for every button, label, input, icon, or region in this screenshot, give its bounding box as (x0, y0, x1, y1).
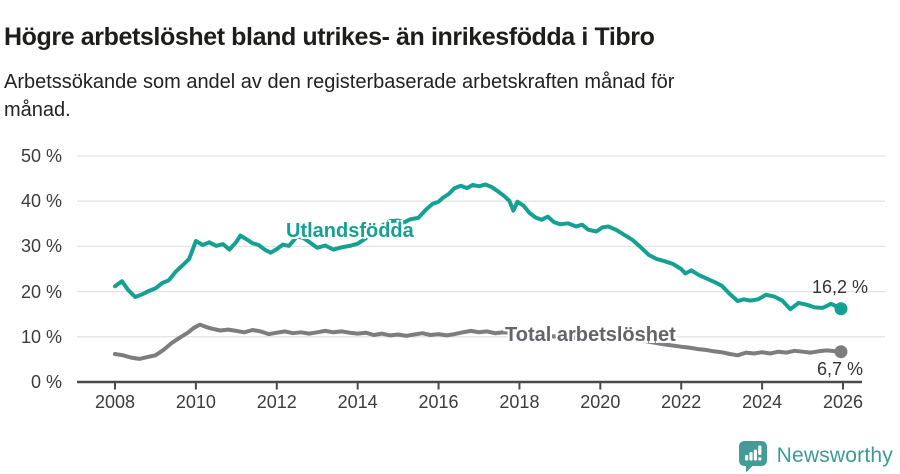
x-axis-tick-label: 2010 (175, 392, 216, 412)
page-subtitle-line-1: Arbetssökande som andel av den registerb… (4, 71, 675, 93)
y-axis-tick-label: 10 % (20, 326, 62, 347)
end-value-label-utlandsfodda: 16,2 % (811, 277, 868, 297)
x-axis-tick-label: 2022 (661, 392, 702, 412)
x-axis-tick-label: 2018 (499, 392, 540, 412)
end-value-label-total: 6,7 % (816, 359, 863, 379)
y-axis-tick-label: 20 % (20, 281, 62, 302)
x-axis-tick-label: 2026 (822, 392, 863, 412)
x-axis-tick-label: 2008 (94, 392, 136, 412)
x-axis-tick-label: 2016 (418, 392, 459, 412)
series-end-dot-utlandsfodda (834, 302, 848, 316)
series-label-total-arbetsloshet: Total arbetslöshet (505, 324, 676, 346)
x-axis-tick-label: 2020 (580, 392, 621, 412)
page-title: Högre arbetslöshet bland utrikes- än inr… (4, 22, 655, 51)
y-axis-tick-label: 30 % (20, 236, 62, 257)
y-axis-tick-label: 40 % (20, 191, 62, 212)
newsworthy-brand-text: Newsworthy (776, 444, 893, 467)
series-end-dot-total (834, 345, 848, 359)
newsworthy-brand[interactable]: Newsworthy (738, 440, 893, 472)
series-line-utlandsfodda (113, 182, 843, 312)
x-axis-tick-label: 2024 (742, 392, 783, 412)
series-line-total (113, 322, 843, 361)
page-subtitle: Arbetssökande som andel av den registerb… (4, 68, 834, 124)
y-axis-tick-label: 50 % (20, 146, 62, 166)
series-label-utlandsfodda: Utlandsfödda (286, 220, 414, 242)
x-axis-tick-label: 2012 (256, 392, 297, 412)
y-axis-tick-label: 0 % (30, 372, 62, 392)
newsworthy-logo-icon (738, 441, 767, 472)
page-subtitle-line-2: månad. (4, 99, 71, 121)
x-axis-tick-label: 2014 (337, 392, 378, 412)
